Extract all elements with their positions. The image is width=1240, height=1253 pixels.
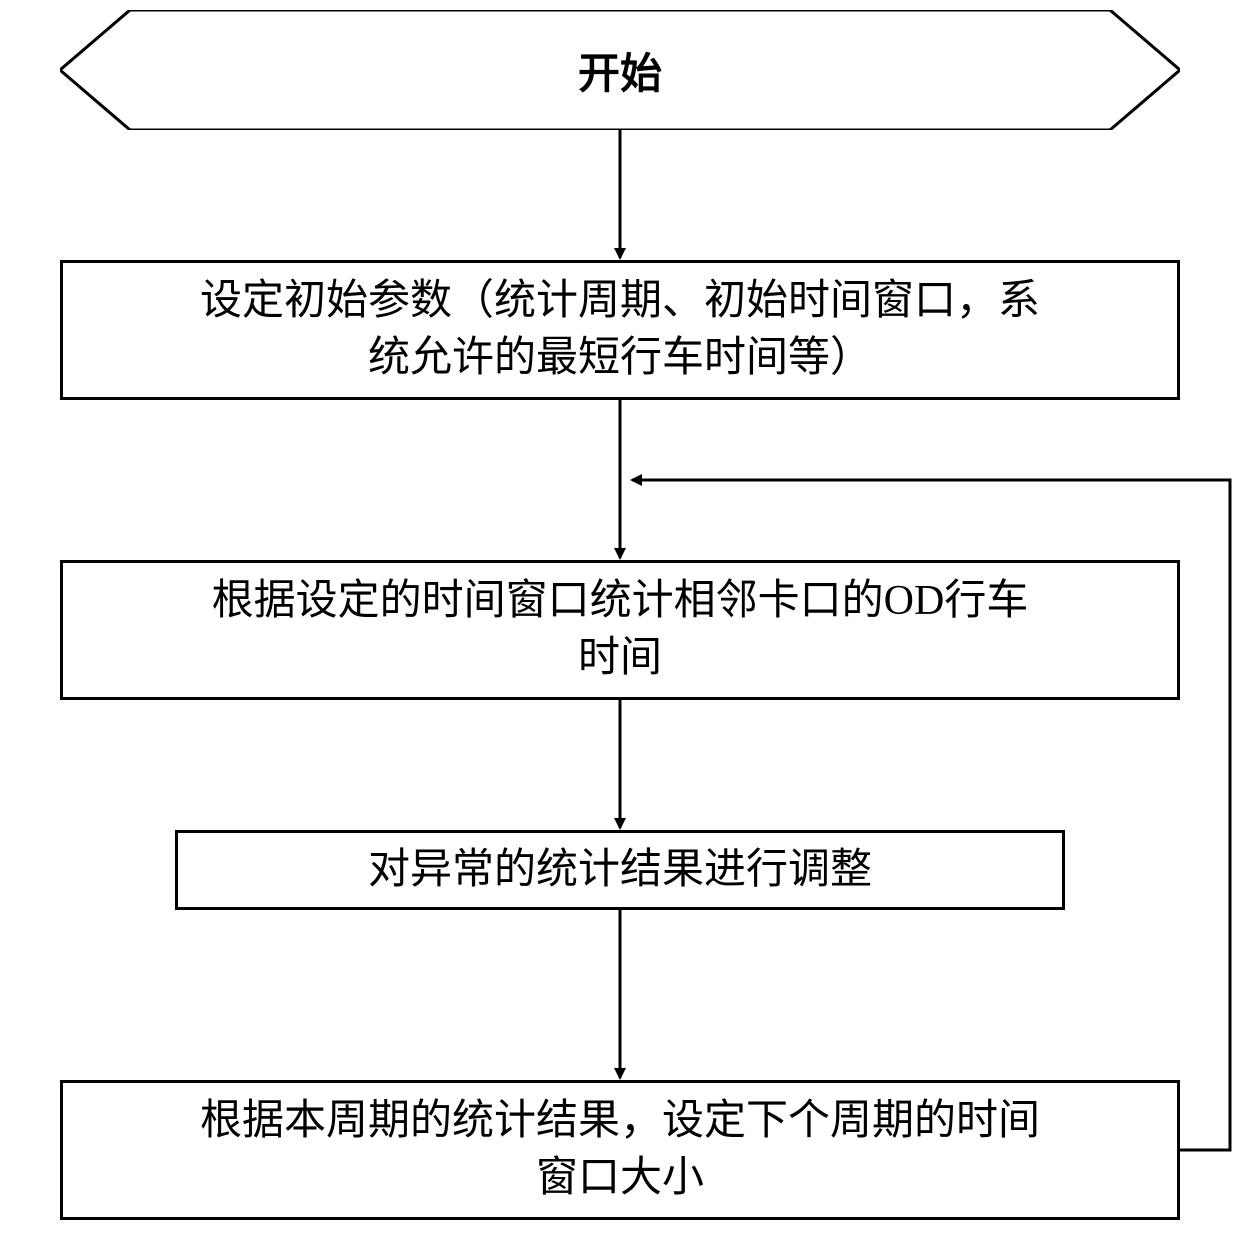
init-line2: 统允许的最短行车时间等）	[200, 330, 1040, 387]
next-line1: 根据本周期的统计结果，设定下个周期的时间	[200, 1093, 1040, 1150]
od-stat-node: 根据设定的时间窗口统计相邻卡口的OD行车 时间	[60, 560, 1180, 700]
flowchart-canvas: 开始 设定初始参数（统计周期、初始时间窗口，系 统允许的最短行车时间等） 根据设…	[0, 0, 1240, 1253]
next-line2: 窗口大小	[200, 1150, 1040, 1207]
od-text: 根据设定的时间窗口统计相邻卡口的OD行车 时间	[212, 573, 1029, 686]
adjust-text: 对异常的统计结果进行调整	[368, 842, 872, 899]
next-cycle-node: 根据本周期的统计结果，设定下个周期的时间 窗口大小	[60, 1080, 1180, 1220]
start-node: 开始	[60, 10, 1180, 130]
next-text: 根据本周期的统计结果，设定下个周期的时间 窗口大小	[200, 1093, 1040, 1206]
init-params-node: 设定初始参数（统计周期、初始时间窗口，系 统允许的最短行车时间等）	[60, 260, 1180, 400]
init-line1: 设定初始参数（统计周期、初始时间窗口，系	[200, 273, 1040, 330]
od-line1: 根据设定的时间窗口统计相邻卡口的OD行车	[212, 573, 1029, 630]
start-label: 开始	[578, 40, 662, 101]
adjust-node: 对异常的统计结果进行调整	[175, 830, 1065, 910]
init-text: 设定初始参数（统计周期、初始时间窗口，系 统允许的最短行车时间等）	[200, 273, 1040, 386]
od-line2: 时间	[212, 630, 1029, 687]
